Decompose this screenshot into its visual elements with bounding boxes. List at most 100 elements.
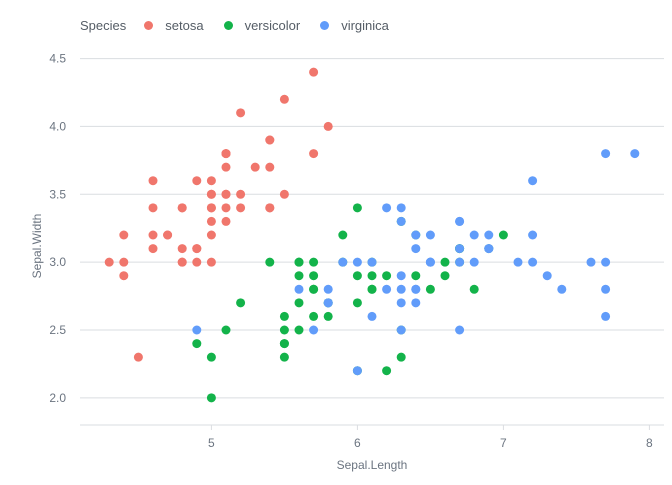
point-versicolor[interactable]	[280, 326, 289, 335]
point-setosa[interactable]	[134, 353, 143, 362]
point-versicolor[interactable]	[397, 353, 406, 362]
point-setosa[interactable]	[207, 231, 216, 240]
point-versicolor[interactable]	[309, 271, 318, 280]
point-versicolor[interactable]	[236, 298, 245, 307]
point-virginica[interactable]	[528, 231, 537, 240]
point-setosa[interactable]	[105, 258, 114, 267]
point-virginica[interactable]	[353, 366, 362, 375]
point-setosa[interactable]	[149, 176, 158, 185]
point-setosa[interactable]	[265, 203, 274, 212]
point-versicolor[interactable]	[295, 271, 304, 280]
point-virginica[interactable]	[455, 217, 464, 226]
point-setosa[interactable]	[236, 108, 245, 117]
point-versicolor[interactable]	[280, 353, 289, 362]
point-setosa[interactable]	[207, 190, 216, 199]
point-virginica[interactable]	[368, 258, 377, 267]
legend-item-setosa[interactable]: setosa	[144, 18, 203, 33]
point-virginica[interactable]	[587, 258, 596, 267]
point-setosa[interactable]	[178, 258, 187, 267]
point-versicolor[interactable]	[309, 258, 318, 267]
point-setosa[interactable]	[222, 217, 231, 226]
legend-item-virginica[interactable]: virginica	[320, 18, 389, 33]
point-versicolor[interactable]	[192, 339, 201, 348]
point-setosa[interactable]	[222, 203, 231, 212]
point-setosa[interactable]	[178, 244, 187, 253]
point-setosa[interactable]	[280, 95, 289, 104]
point-virginica[interactable]	[630, 149, 639, 158]
point-versicolor[interactable]	[368, 285, 377, 294]
point-versicolor[interactable]	[280, 312, 289, 321]
point-setosa[interactable]	[324, 122, 333, 131]
point-versicolor[interactable]	[441, 258, 450, 267]
point-versicolor[interactable]	[295, 258, 304, 267]
point-setosa[interactable]	[309, 149, 318, 158]
point-virginica[interactable]	[601, 258, 610, 267]
point-setosa[interactable]	[192, 258, 201, 267]
point-virginica[interactable]	[397, 217, 406, 226]
point-virginica[interactable]	[455, 244, 464, 253]
point-virginica[interactable]	[601, 149, 610, 158]
point-virginica[interactable]	[528, 176, 537, 185]
point-setosa[interactable]	[119, 271, 128, 280]
point-versicolor[interactable]	[265, 258, 274, 267]
point-versicolor[interactable]	[280, 339, 289, 348]
point-virginica[interactable]	[411, 285, 420, 294]
point-virginica[interactable]	[601, 285, 610, 294]
point-setosa[interactable]	[280, 190, 289, 199]
point-versicolor[interactable]	[499, 231, 508, 240]
point-setosa[interactable]	[222, 190, 231, 199]
point-virginica[interactable]	[353, 258, 362, 267]
point-virginica[interactable]	[411, 244, 420, 253]
point-virginica[interactable]	[455, 258, 464, 267]
point-setosa[interactable]	[236, 190, 245, 199]
point-virginica[interactable]	[397, 298, 406, 307]
point-virginica[interactable]	[601, 312, 610, 321]
point-setosa[interactable]	[207, 217, 216, 226]
point-virginica[interactable]	[397, 326, 406, 335]
point-setosa[interactable]	[149, 244, 158, 253]
point-versicolor[interactable]	[309, 312, 318, 321]
point-setosa[interactable]	[251, 163, 260, 172]
point-virginica[interactable]	[295, 285, 304, 294]
point-setosa[interactable]	[236, 203, 245, 212]
point-virginica[interactable]	[470, 258, 479, 267]
point-setosa[interactable]	[119, 231, 128, 240]
point-versicolor[interactable]	[295, 326, 304, 335]
point-versicolor[interactable]	[382, 271, 391, 280]
point-setosa[interactable]	[163, 231, 172, 240]
point-virginica[interactable]	[382, 285, 391, 294]
point-setosa[interactable]	[222, 149, 231, 158]
point-virginica[interactable]	[338, 258, 347, 267]
point-versicolor[interactable]	[207, 393, 216, 402]
point-virginica[interactable]	[397, 203, 406, 212]
point-virginica[interactable]	[426, 258, 435, 267]
point-setosa[interactable]	[178, 203, 187, 212]
point-versicolor[interactable]	[353, 271, 362, 280]
point-virginica[interactable]	[397, 285, 406, 294]
point-virginica[interactable]	[557, 285, 566, 294]
point-versicolor[interactable]	[353, 203, 362, 212]
point-virginica[interactable]	[528, 258, 537, 267]
point-setosa[interactable]	[192, 176, 201, 185]
point-versicolor[interactable]	[368, 271, 377, 280]
point-setosa[interactable]	[222, 163, 231, 172]
point-virginica[interactable]	[470, 231, 479, 240]
point-virginica[interactable]	[426, 231, 435, 240]
point-virginica[interactable]	[324, 298, 333, 307]
point-setosa[interactable]	[207, 203, 216, 212]
point-virginica[interactable]	[368, 312, 377, 321]
point-setosa[interactable]	[149, 203, 158, 212]
point-setosa[interactable]	[207, 176, 216, 185]
point-setosa[interactable]	[149, 231, 158, 240]
point-setosa[interactable]	[119, 258, 128, 267]
point-versicolor[interactable]	[309, 285, 318, 294]
point-virginica[interactable]	[455, 326, 464, 335]
point-versicolor[interactable]	[441, 271, 450, 280]
point-versicolor[interactable]	[207, 353, 216, 362]
point-virginica[interactable]	[324, 285, 333, 294]
point-virginica[interactable]	[543, 271, 552, 280]
point-setosa[interactable]	[207, 258, 216, 267]
point-virginica[interactable]	[514, 258, 523, 267]
point-setosa[interactable]	[265, 136, 274, 145]
point-setosa[interactable]	[265, 163, 274, 172]
